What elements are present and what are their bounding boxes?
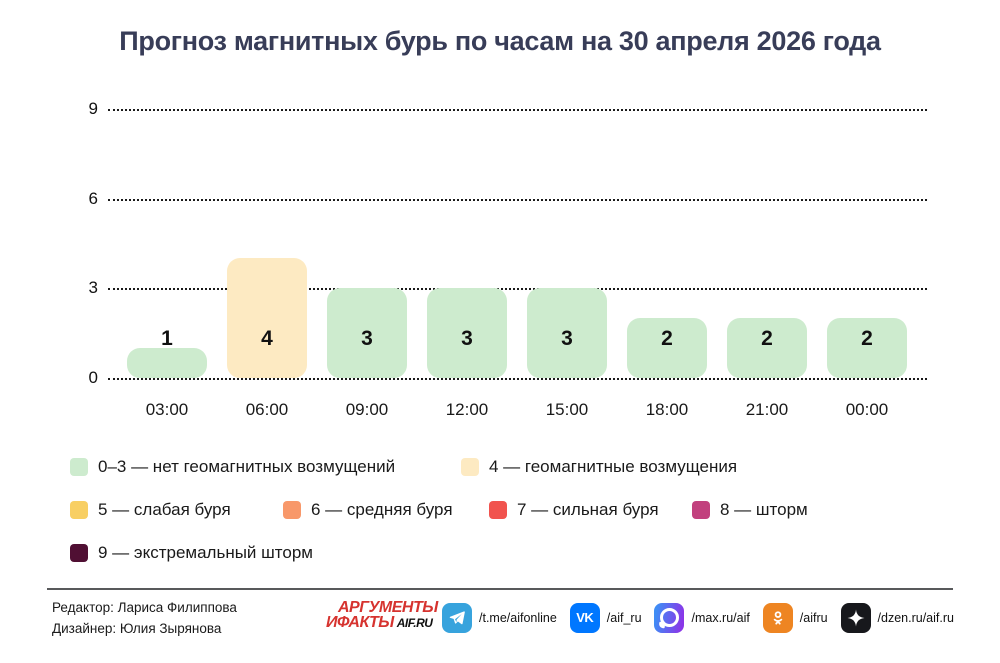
y-tick-label: 6 <box>88 189 98 208</box>
y-tick-label: 0 <box>88 368 98 387</box>
editor-credit: Редактор: Лариса Филиппова <box>52 600 237 615</box>
legend-item-7: 7 — сильная буря <box>489 500 659 520</box>
x-tick-label: 15:00 <box>545 400 589 419</box>
bar-value-label: 2 <box>761 327 773 350</box>
x-tick-label: 12:00 <box>445 400 489 419</box>
legend-item-5: 5 — слабая буря <box>70 500 231 520</box>
bar-12-00 <box>427 288 507 378</box>
legend-label: 5 — слабая буря <box>98 500 231 519</box>
max-messenger-icon <box>654 602 685 633</box>
gridline-9 <box>108 109 927 111</box>
legend-swatch <box>461 458 479 476</box>
vk-icon: VK <box>569 602 600 633</box>
x-tick-label: 06:00 <box>245 400 289 419</box>
gridline-3 <box>108 288 927 290</box>
legend-swatch <box>70 501 88 519</box>
legend-label: 0–3 — нет геомагнитных возмущений <box>98 457 396 476</box>
bar-00-00 <box>827 318 907 378</box>
legend-swatch <box>692 501 710 519</box>
credits: Редактор: Лариса Филиппова Дизайнер: Юли… <box>52 597 237 639</box>
legend-swatch <box>70 544 88 562</box>
legend-item-0-3: 0–3 — нет геомагнитных возмущений <box>70 457 395 477</box>
bar-value-label: 3 <box>561 327 573 350</box>
bar-06-00 <box>227 258 307 378</box>
gridline-0 <box>108 378 927 380</box>
bar-value-label: 4 <box>261 327 273 350</box>
gridline-6 <box>108 199 927 201</box>
bar-03-00 <box>127 348 207 378</box>
bar-09-00 <box>327 288 407 378</box>
legend-label: 4 — геомагнитные возмущения <box>489 457 738 476</box>
legend-item-6: 6 — средняя буря <box>283 500 453 520</box>
max-handle: /max.ru/aif <box>691 610 750 625</box>
aif-logo-line1: АРГУМЕНТЫ <box>338 599 438 616</box>
aif-logo: АРГУМЕНТЫ ИФАКТЫ AIF.RU <box>326 600 438 631</box>
odnoklassniki-icon <box>762 602 793 633</box>
y-tick-label: 9 <box>88 99 98 118</box>
x-tick-label: 03:00 <box>145 400 189 419</box>
x-tick-label: 21:00 <box>745 400 789 419</box>
dzen-handle: /dzen.ru/aif.ru <box>877 610 954 625</box>
vk-link[interactable]: VK /aif_ru <box>569 602 642 633</box>
max-link[interactable]: /max.ru/aif <box>654 602 750 633</box>
y-tick-label: 3 <box>88 278 98 297</box>
telegram-link[interactable]: /t.me/aifonline <box>442 602 557 633</box>
footer-divider <box>47 588 953 590</box>
legend-label: 8 — шторм <box>720 500 808 519</box>
vk-handle: /aif_ru <box>606 610 642 625</box>
legend-item-4: 4 — геомагнитные возмущения <box>461 457 737 477</box>
legend-item-8: 8 — шторм <box>692 500 808 520</box>
odnoklassniki-link[interactable]: /aifru <box>762 602 828 633</box>
bar-15-00 <box>527 288 607 378</box>
legend-item-9: 9 — экстремальный шторм <box>70 543 313 563</box>
bar-value-label: 1 <box>161 327 173 350</box>
x-tick-label: 18:00 <box>645 400 689 419</box>
telegram-icon <box>442 602 472 633</box>
bar-value-label: 3 <box>361 327 373 350</box>
legend-swatch <box>283 501 301 519</box>
bar-21-00 <box>727 318 807 378</box>
social-links: /t.me/aifonline VK /aif_ru /max.ru/aif /… <box>442 602 954 633</box>
legend-label: 7 — сильная буря <box>517 500 659 519</box>
telegram-handle: /t.me/aifonline <box>479 610 557 625</box>
x-tick-label: 00:00 <box>845 400 889 419</box>
aif-logo-suffix: AIF.RU <box>396 616 433 630</box>
aif-logo-line2: ИФАКТЫ <box>326 614 394 631</box>
dzen-icon <box>840 602 871 633</box>
legend-label: 6 — средняя буря <box>311 500 453 519</box>
bar-18-00 <box>627 318 707 378</box>
bar-value-label: 2 <box>661 327 673 350</box>
page-title: Прогноз магнитных бурь по часам на 30 ап… <box>119 26 881 56</box>
bar-value-label: 2 <box>861 327 873 350</box>
odnoklassniki-handle: /aifru <box>799 610 828 625</box>
x-tick-label: 09:00 <box>345 400 389 419</box>
designer-credit: Дизайнер: Юлия Зырянова <box>52 621 222 636</box>
dzen-link[interactable]: /dzen.ru/aif.ru <box>840 602 954 633</box>
legend-swatch <box>489 501 507 519</box>
legend-swatch <box>70 458 88 476</box>
legend-label: 9 — экстремальный шторм <box>98 543 313 562</box>
bar-value-label: 3 <box>461 327 473 350</box>
